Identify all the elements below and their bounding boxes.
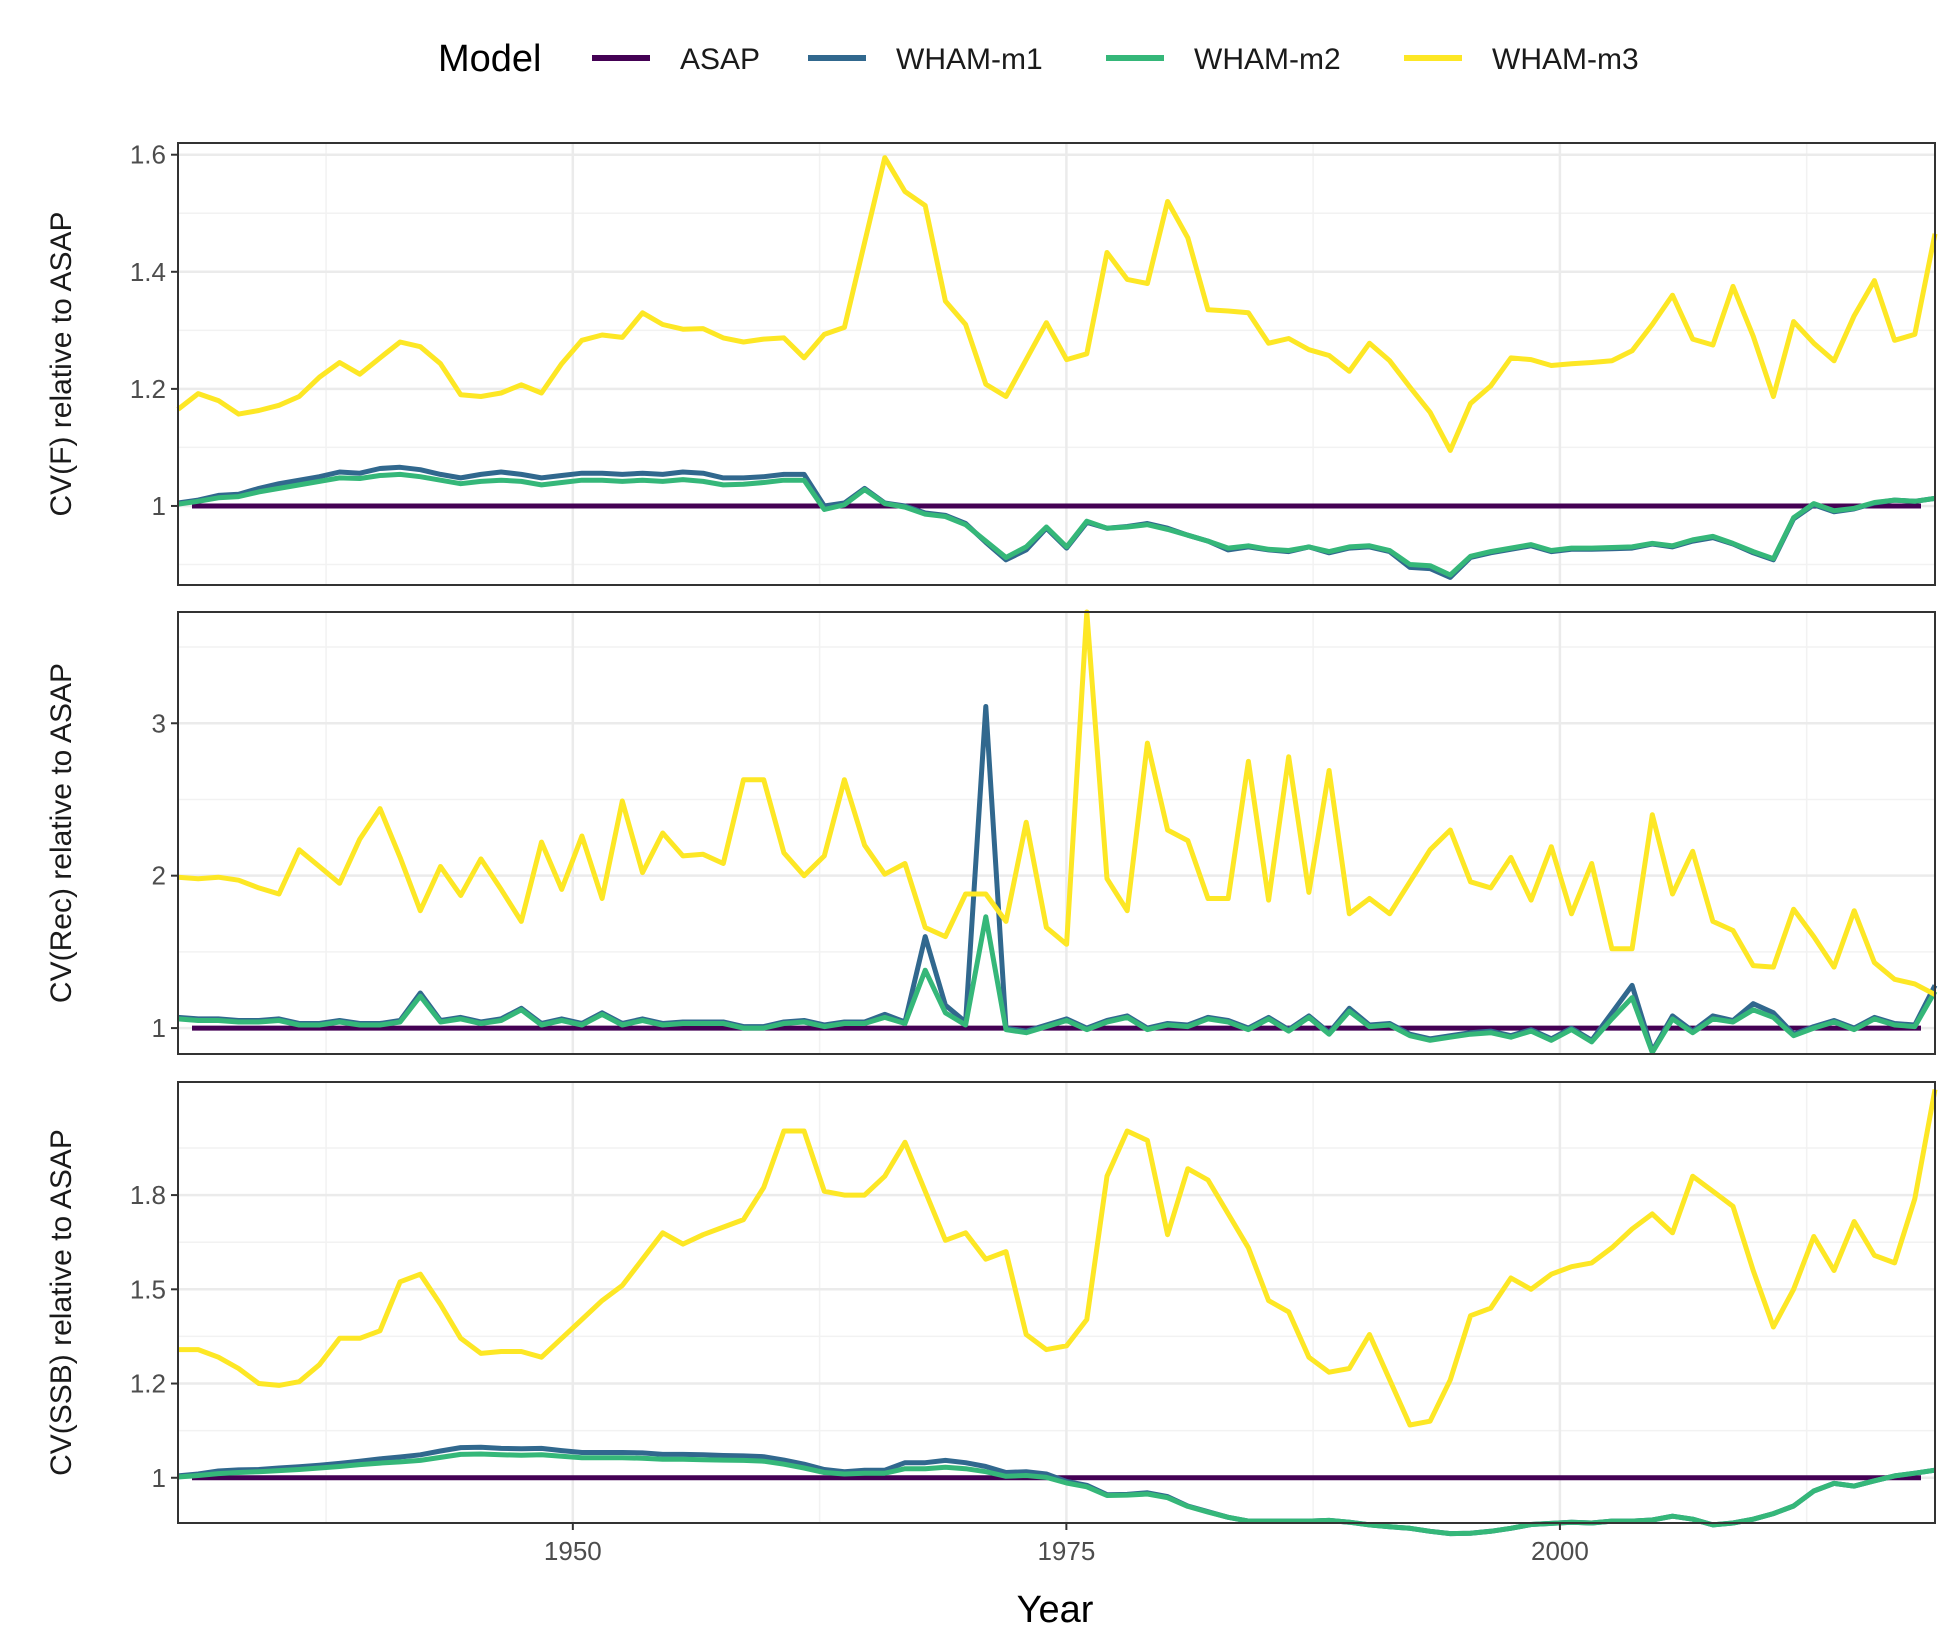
legend-label-wham-m1: WHAM-m1 bbox=[896, 43, 1043, 76]
y-tick-label: 1 bbox=[152, 1013, 166, 1043]
panel-border bbox=[177, 142, 1936, 586]
panel-border bbox=[177, 611, 1936, 1055]
panel-border bbox=[177, 1081, 1936, 1524]
panel-1: 1 1.2 1.4 1.6 CV(F) relative to ASAP bbox=[45, 140, 1938, 586]
y-tick-label: 1.8 bbox=[130, 1180, 166, 1210]
panel-2: 1 2 3 CV(Rec) relative to ASAP bbox=[45, 609, 1938, 1055]
series-line-wham-m2 bbox=[177, 471, 1936, 578]
y-tick-label: 1.2 bbox=[130, 1369, 166, 1399]
x-tick-label: 1975 bbox=[1037, 1536, 1095, 1566]
y-tick-label: 2 bbox=[152, 861, 166, 891]
series-line-wham-m3 bbox=[177, 609, 1937, 997]
panels: 1 1.2 1.4 1.6 CV(F) relative to ASAP 1 2 3 CV(Re… bbox=[45, 140, 1938, 1566]
legend: Model ASAP WHAM-m1 WHAM-m2 WHAM-m3 bbox=[438, 38, 1639, 80]
y-axis-title: CV(Rec) relative to ASAP bbox=[45, 663, 78, 1003]
y-tick-label: 1 bbox=[152, 491, 166, 521]
x-tick-label: 2000 bbox=[1531, 1536, 1589, 1566]
x-tick-label: 1950 bbox=[544, 1536, 602, 1566]
legend-label-wham-m3: WHAM-m3 bbox=[1492, 43, 1639, 76]
y-tick-label: 1.6 bbox=[130, 140, 166, 170]
y-tick-label: 1.5 bbox=[130, 1274, 166, 1304]
y-axis-title: CV(SSB) relative to ASAP bbox=[45, 1129, 78, 1476]
series-line-wham-m2 bbox=[177, 914, 1938, 1055]
panel-3: 1 1.2 1.5 1.8 1950 1975 2000 CV(SSB) relative t… bbox=[45, 1081, 1938, 1566]
y-tick-label: 1 bbox=[152, 1463, 166, 1493]
legend-label-asap: ASAP bbox=[680, 43, 760, 76]
y-axis-title: CV(F) relative to ASAP bbox=[45, 211, 78, 516]
y-tick-label: 1.4 bbox=[130, 257, 166, 287]
y-tick-label: 1.2 bbox=[130, 374, 166, 404]
y-tick-label: 3 bbox=[152, 708, 166, 738]
series-line-wham-m3 bbox=[176, 155, 1938, 453]
panel-background bbox=[178, 143, 1935, 585]
legend-label-wham-m2: WHAM-m2 bbox=[1194, 43, 1341, 76]
legend-title: Model bbox=[438, 38, 542, 80]
series-line-wham-m3 bbox=[178, 1089, 1938, 1428]
x-axis-title: Year bbox=[1017, 1589, 1094, 1631]
series-line-wham-m2 bbox=[177, 1451, 1936, 1537]
panel-background bbox=[178, 612, 1935, 1054]
